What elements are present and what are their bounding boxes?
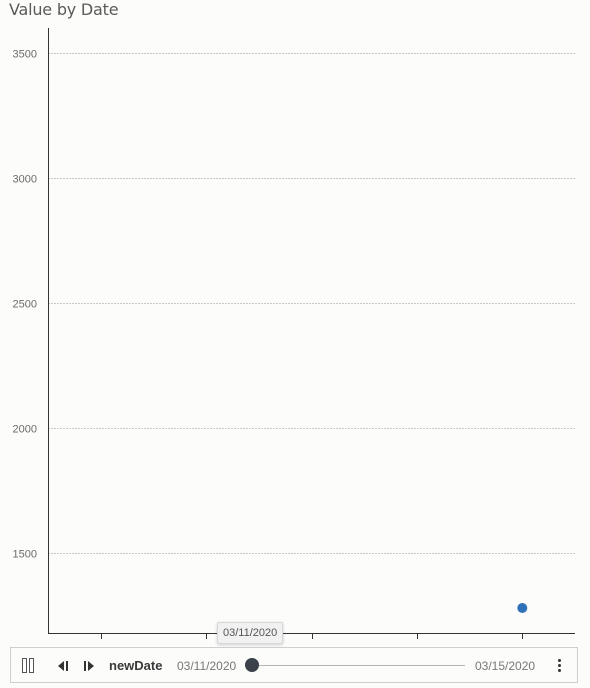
time-field-name: newDate: [109, 658, 163, 673]
start-date-label: 03/11/2020: [177, 659, 237, 673]
y-tick-label: 3500: [13, 49, 37, 61]
data-point: [517, 603, 528, 613]
more-options-icon[interactable]: [557, 658, 563, 674]
chart-plot: 1500 2000 2500 3000 3500: [13, 28, 575, 639]
step-forward-icon[interactable]: [82, 660, 96, 672]
y-axis-tick-labels: 1500 2000 2500 3000 3500: [13, 49, 37, 561]
y-tick-label: 2500: [13, 299, 37, 311]
x-axis-ticks: [101, 633, 523, 639]
chart-title: Value by Date: [9, 0, 119, 19]
data-points: [517, 603, 528, 613]
y-tick-label: 3000: [13, 174, 37, 186]
time-slider-handle[interactable]: [245, 658, 259, 672]
pause-icon[interactable]: [22, 658, 36, 673]
time-player: newDate 03/11/2020 03/15/2020: [10, 647, 578, 683]
axes: [48, 28, 575, 634]
slider-tooltip: 03/11/2020: [217, 622, 284, 644]
y-tick-label: 1500: [13, 549, 37, 561]
grid-lines: [48, 53, 575, 554]
y-tick-label: 2000: [13, 424, 37, 436]
time-slider-track[interactable]: [251, 665, 465, 666]
end-date-label: 03/15/2020: [475, 659, 536, 673]
step-back-icon[interactable]: [57, 660, 71, 672]
